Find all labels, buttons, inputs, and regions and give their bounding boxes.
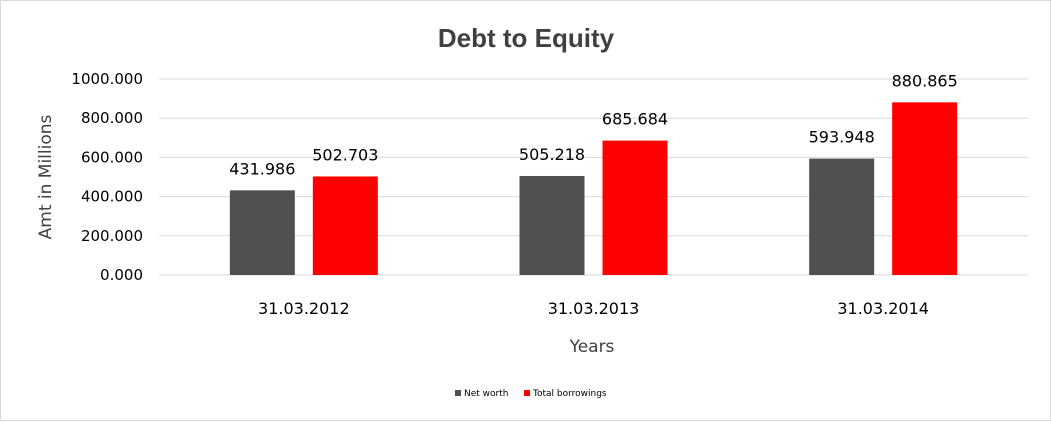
x-axis-categories: 31.03.2012 31.03.2013 31.03.2014: [258, 299, 929, 318]
legend-label: Total borrowings: [532, 389, 607, 399]
data-label: 431.986: [229, 159, 295, 178]
data-label: 880.865: [892, 71, 958, 90]
y-tick-label: 800.000: [81, 109, 143, 127]
data-label: 593.948: [809, 128, 875, 147]
y-tick-label: 600.000: [81, 148, 143, 166]
x-category-label: 31.03.2014: [837, 299, 929, 318]
legend-swatch: [524, 390, 530, 396]
y-tick-label: 200.000: [81, 227, 143, 245]
data-label: 502.703: [312, 145, 378, 164]
x-category-label: 31.03.2012: [258, 299, 350, 318]
x-axis-title: Years: [569, 337, 615, 357]
bar-net-worth: [229, 190, 295, 275]
data-label: 685.684: [602, 110, 668, 129]
y-axis-title: Amt in Millions: [36, 114, 56, 239]
bar-total-borrowings: [602, 140, 668, 275]
y-tick-label: 1000.000: [71, 70, 143, 88]
x-category-label: 31.03.2013: [548, 299, 640, 318]
chart-title: Debt to Equity: [438, 23, 615, 53]
y-axis-ticks: 0.000 200.000 400.000 600.000 800.000 1000.00…: [71, 70, 143, 284]
y-tick-label: 400.000: [81, 188, 143, 206]
data-label: 505.218: [519, 145, 585, 164]
data-labels: 431.986 502.703 505.218 685.684 593.948 880.8…: [229, 71, 958, 178]
legend-swatch: [455, 390, 461, 396]
bar-net-worth: [519, 175, 585, 275]
bar-total-borrowings: [892, 102, 958, 275]
y-tick-label: 0.000: [100, 266, 143, 284]
bar-total-borrowings: [312, 176, 378, 275]
gridlines: [159, 78, 1028, 276]
bars: [229, 102, 958, 275]
legend-label: Net worth: [464, 389, 508, 399]
bar-net-worth: [809, 158, 875, 275]
legend: Net worth Total borrowings: [455, 389, 607, 399]
